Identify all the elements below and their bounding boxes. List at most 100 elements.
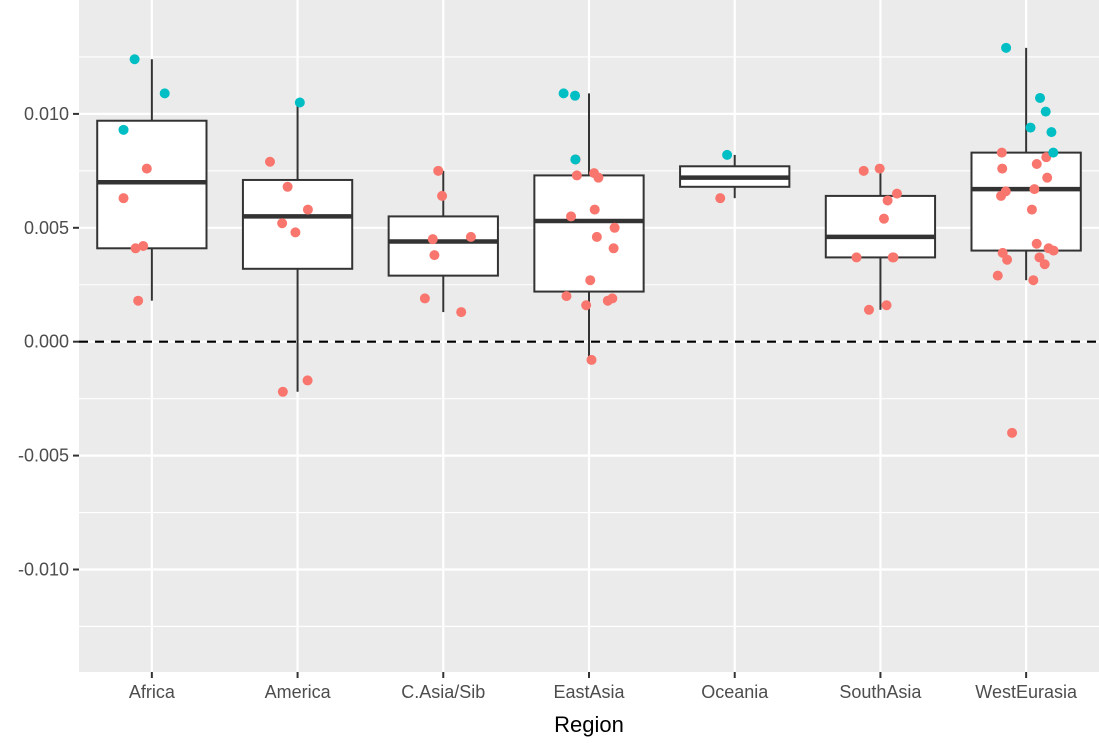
point-group-a	[881, 300, 892, 311]
point-group-a	[1026, 204, 1037, 215]
point-group-a	[608, 243, 619, 254]
point-group-a	[433, 165, 444, 176]
point-group-a	[874, 163, 885, 174]
box-iqr	[533, 174, 645, 293]
point-group-a	[419, 293, 430, 304]
point-group-a	[302, 204, 313, 215]
point-group-a	[282, 181, 293, 192]
x-tick-label: America	[265, 682, 332, 702]
x-tick-label: Africa	[129, 682, 176, 702]
point-group-a	[1028, 275, 1039, 286]
point-group-b	[1046, 127, 1057, 138]
box-WestEurasia	[970, 47, 1082, 281]
point-group-a	[429, 250, 440, 261]
point-group-b	[1048, 147, 1059, 158]
point-group-a	[887, 252, 898, 263]
x-axis-title: Region	[554, 712, 624, 737]
point-group-a	[1031, 238, 1042, 249]
box-iqr	[241, 178, 354, 270]
y-tick-label: -0.010	[18, 559, 69, 579]
point-group-a	[882, 195, 893, 206]
point-group-a	[858, 165, 869, 176]
point-group-a	[130, 243, 141, 254]
point-group-a	[277, 218, 288, 229]
point-group-a	[1007, 427, 1018, 438]
point-group-b	[570, 90, 581, 101]
point-group-a	[566, 211, 577, 222]
point-group-a	[1029, 184, 1040, 195]
point-group-a	[851, 252, 862, 263]
x-tick-label: SouthAsia	[839, 682, 922, 702]
point-group-b	[159, 88, 170, 99]
box-America	[241, 102, 354, 392]
point-group-a	[290, 227, 301, 238]
x-tick-label: WestEurasia	[975, 682, 1078, 702]
points	[118, 42, 1059, 438]
box-SouthAsia	[824, 168, 937, 310]
point-group-a	[1039, 259, 1050, 270]
y-tick-label: -0.005	[18, 446, 69, 466]
box-iqr	[96, 119, 208, 250]
point-group-b	[118, 124, 129, 135]
point-group-a	[996, 147, 1007, 158]
point-group-a	[437, 190, 448, 201]
point-group-a	[1048, 245, 1059, 256]
y-tick-label: 0.010	[24, 104, 69, 124]
point-group-a	[996, 190, 1007, 201]
point-group-a	[585, 275, 596, 286]
x-tick-label: C.Asia/Sib	[401, 682, 485, 702]
point-group-b	[1025, 122, 1036, 133]
point-group-b	[722, 149, 733, 160]
boxes	[96, 47, 1082, 392]
point-group-a	[602, 295, 613, 306]
point-group-a	[277, 386, 288, 397]
point-group-a	[891, 188, 902, 199]
point-group-a	[302, 375, 313, 386]
box-EastAsia	[533, 93, 645, 360]
box-Africa	[96, 59, 208, 301]
point-group-a	[133, 295, 144, 306]
point-group-a	[138, 241, 149, 252]
point-group-a	[586, 354, 597, 365]
point-group-b	[570, 154, 581, 165]
point-group-a	[992, 270, 1003, 281]
point-group-a	[465, 231, 476, 242]
point-group-a	[715, 193, 726, 204]
point-group-a	[581, 300, 592, 311]
y-tick-label: 0.005	[24, 218, 69, 238]
point-group-a	[571, 170, 582, 181]
y-axis: -0.010 -0.005 0.000 0.005 0.010	[18, 104, 79, 579]
point-group-b	[129, 54, 140, 65]
point-group-a	[997, 163, 1008, 174]
point-group-a	[591, 231, 602, 242]
point-group-a	[561, 291, 572, 302]
point-group-b	[1035, 92, 1046, 103]
point-group-a	[456, 307, 467, 318]
point-group-a	[141, 163, 152, 174]
x-tick-label: EastAsia	[553, 682, 625, 702]
point-group-a	[863, 304, 874, 315]
point-group-b	[1001, 42, 1012, 53]
point-group-a	[1042, 172, 1053, 183]
x-axis: Africa America C.Asia/Sib EastAsia Oceania So…	[129, 672, 1078, 702]
box-iqr	[387, 215, 499, 277]
box-C.Asia/Sib	[387, 170, 499, 313]
point-group-a	[589, 204, 600, 215]
point-group-b	[1040, 106, 1051, 117]
x-tick-label: Oceania	[701, 682, 769, 702]
point-group-a	[427, 234, 438, 245]
point-group-b	[294, 97, 305, 108]
box-iqr	[970, 151, 1082, 252]
y-tick-label: 0.000	[24, 332, 69, 352]
point-group-a	[593, 172, 604, 183]
point-group-a	[264, 156, 275, 167]
point-group-a	[1002, 254, 1013, 265]
point-group-a	[118, 193, 129, 204]
box-iqr	[824, 194, 937, 259]
point-group-b	[558, 88, 569, 99]
point-group-a	[609, 222, 620, 233]
point-group-a	[1031, 159, 1042, 170]
point-group-a	[878, 213, 889, 224]
point-group-a	[1034, 252, 1045, 263]
